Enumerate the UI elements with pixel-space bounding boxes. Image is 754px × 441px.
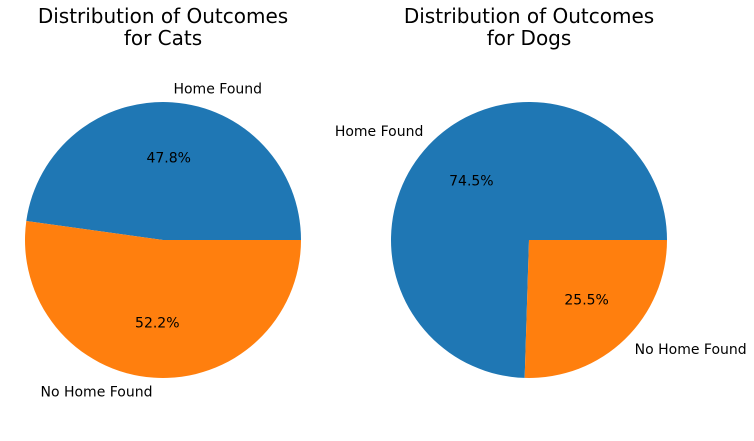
pie-slice-no-home-found [25,220,301,378]
pie-percent-label: 74.5% [449,174,493,190]
pie-chart-cats: Distribution of Outcomes for Cats 47.8% H… [25,4,302,400]
chart-title-line-1: Distribution of Outcomes [404,4,654,28]
pie-chart-dogs: Distribution of Outcomes for Dogs 74.5% H… [335,4,747,378]
pie-percent-label: 25.5% [564,292,608,308]
pie-percent-label: 47.8% [146,150,190,166]
pie-category-label: Home Found [173,82,262,98]
chart-title-line-2: for Dogs [487,26,572,50]
pie-slice-home-found [26,101,302,241]
pie-category-label: No Home Found [635,342,747,358]
pie-category-label: No Home Found [40,384,152,400]
pie-slice-home-found [391,102,667,378]
chart-title-line-1: Distribution of Outcomes [38,4,288,28]
pie-category-label: Home Found [335,124,424,140]
pie-percent-label: 52.2% [135,316,179,332]
pie-slice-no-home-found [524,240,667,378]
chart-title-line-2: for Cats [124,26,202,50]
